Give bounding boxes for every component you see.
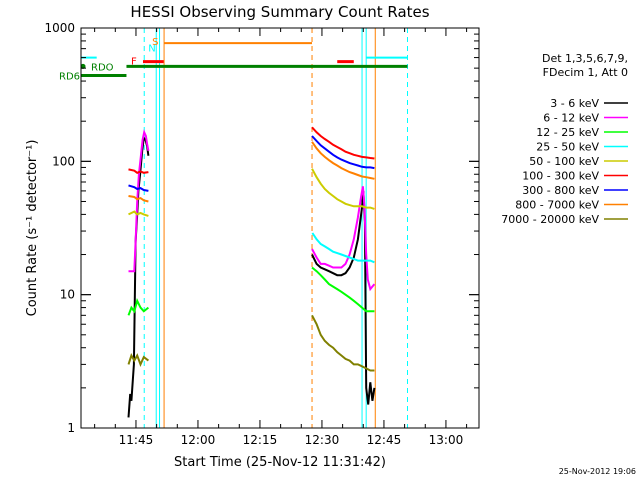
series-3-segment-1	[311, 232, 375, 264]
legend-entry-label: 7000 - 20000 keV	[501, 213, 599, 226]
series-2-segment-0	[127, 297, 150, 316]
series-1-segment-1	[311, 186, 376, 292]
x-tick-label: 12:30	[305, 433, 340, 447]
x-axis-label: Start Time (25-Nov-12 11:31:42)	[174, 455, 386, 470]
x-tick-label: 12:15	[243, 433, 278, 447]
series-7-segment-1	[311, 141, 375, 180]
y-axis-label: Count Rate (s⁻¹ detector⁻¹)	[25, 140, 40, 317]
legend-entry-label: 25 - 50 keV	[536, 141, 599, 154]
y-axis: 1 10 100 1000	[44, 21, 479, 435]
legend-entry-label: 12 - 25 keV	[536, 126, 599, 139]
series-0-segment-1	[311, 190, 376, 405]
legend-header-line: Det 1,3,5,6,7,9,	[542, 52, 628, 65]
x-axis: 11:45 12:00 12:15 12:30 12:45 13:00	[94, 28, 468, 447]
series-6-segment-0	[128, 184, 149, 192]
footer-timestamp: 25-Nov-2012 19:06	[559, 467, 636, 476]
flag-label-1: RDO	[91, 62, 114, 73]
flag-label-3: F	[131, 57, 137, 68]
series-2-segment-1	[311, 266, 375, 313]
legend-header-line: FDecim 1, Att 0	[543, 66, 628, 79]
x-tick-label: 12:45	[367, 433, 402, 447]
y-tick-label: 1	[67, 421, 75, 435]
legend: Det 1,3,5,6,7,9,FDecim 1, Att 0 3 - 6 keV…	[501, 52, 628, 226]
series-5-segment-1	[311, 126, 375, 160]
legend-entry-label: 6 - 12 keV	[543, 112, 599, 125]
series-1-segment-0	[128, 129, 150, 273]
y-tick-label: 100	[52, 154, 75, 168]
series-4-segment-1	[311, 168, 375, 210]
x-tick-label: 12:00	[181, 433, 216, 447]
flag-label-6: S	[152, 37, 158, 48]
legend-entry-label: 3 - 6 keV	[550, 97, 599, 110]
series-6-segment-1	[311, 135, 375, 170]
y-tick-label: 10	[60, 288, 75, 302]
plot-area: RD6 RDO FNS	[59, 28, 409, 428]
chart-title: HESSI Observing Summary Count Rates	[130, 3, 429, 21]
series-8-segment-1	[311, 314, 375, 372]
legend-entry-label: 100 - 300 keV	[522, 170, 599, 183]
y-tick-label: 1000	[44, 21, 75, 35]
series-8-segment-0	[127, 353, 150, 368]
legend-entry-label: 300 - 800 keV	[522, 184, 599, 197]
flag-label-5: N	[148, 43, 155, 54]
series-5-segment-0	[128, 168, 149, 174]
x-tick-label: 11:45	[119, 433, 154, 447]
series-4-segment-0	[128, 210, 149, 217]
legend-entry-label: 50 - 100 keV	[529, 155, 599, 168]
legend-entry-label: 800 - 7000 keV	[515, 199, 599, 212]
flag-label-0: RD6	[59, 72, 80, 83]
x-tick-label: 13:00	[429, 433, 464, 447]
series-7-segment-0	[128, 195, 149, 203]
plot-frame	[80, 27, 480, 429]
